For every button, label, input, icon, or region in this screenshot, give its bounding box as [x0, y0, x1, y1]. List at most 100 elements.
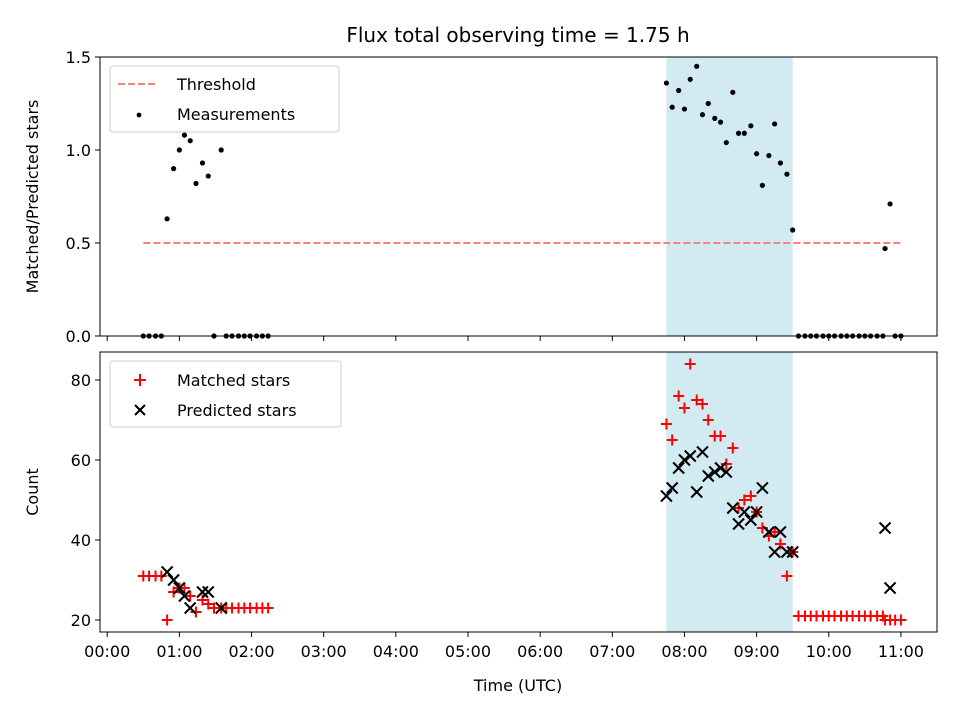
- predicted-star-point: [768, 545, 781, 559]
- y-tick-label: 60: [71, 451, 91, 470]
- legend-matched-label: Matched stars: [177, 371, 290, 390]
- measurement-point: [772, 121, 778, 127]
- y-ticks: 0.0 0.5 1.0 1.5: [66, 48, 100, 346]
- matched-star-point: [184, 590, 196, 602]
- chart-title: Flux total observing time = 1.75 h: [346, 23, 689, 47]
- x-tick-label: 09:00: [734, 642, 780, 661]
- predicted-star-point: [786, 545, 799, 559]
- y-axis-label: Count: [23, 468, 42, 516]
- measurement-point: [741, 130, 747, 136]
- predicted-star-point: [702, 469, 715, 483]
- matched-star-point: [715, 430, 727, 442]
- measurement-point: [199, 160, 206, 166]
- x-tick-label: 10:00: [806, 642, 852, 661]
- predicted-star-point: [215, 601, 228, 615]
- predicted-star-point: [196, 585, 209, 599]
- matched-star-point: [168, 586, 180, 598]
- measurement-point: [187, 138, 193, 144]
- measurement-point: [705, 100, 711, 107]
- highlight-band: [666, 352, 793, 632]
- measurement-point: [676, 87, 682, 94]
- x-ticks: 00:00 01:00 02:00 03:00 04:00 05:00 06:00 07:00…: [84, 632, 924, 661]
- measurement-point: [181, 132, 188, 138]
- matched-star-point: [702, 414, 714, 426]
- x-tick-label: 03:00: [301, 642, 347, 661]
- predicted-star-point: [744, 513, 758, 527]
- matched-star-point: [155, 570, 167, 582]
- legend: Threshold Measurements: [109, 65, 340, 133]
- measurement-point: [681, 106, 688, 112]
- x-ticks: [106, 336, 902, 341]
- matched-star-point: [895, 614, 907, 626]
- x-tick-label: 02:00: [228, 642, 274, 661]
- predicted-star-point: [762, 525, 776, 539]
- measurement-point: [717, 119, 724, 125]
- predicted-star-point: [732, 517, 745, 531]
- predicted-star-point: [774, 525, 787, 539]
- matched-star-point: [720, 458, 732, 470]
- measurement-point: [887, 201, 893, 207]
- measurement-point: [730, 89, 736, 95]
- predicted-star-point: [672, 461, 685, 475]
- y-tick-label: 1.0: [66, 141, 91, 160]
- predicted-star-point: [678, 453, 691, 467]
- measurement-point: [205, 173, 211, 179]
- predicted-star-point: [750, 505, 763, 519]
- predicted-star-point: [690, 485, 703, 499]
- y-axis-label: Matched/Predicted stars: [23, 100, 42, 294]
- matched-star-point: [733, 502, 745, 514]
- measurement-point: [759, 182, 765, 188]
- x-axis-label: Time (UTC): [473, 676, 562, 695]
- matched-star-point: [691, 394, 703, 406]
- predicted-star-point: [878, 521, 892, 535]
- matched-star-point: [774, 538, 786, 550]
- measurement-point: [882, 245, 888, 252]
- predicted-star-point: [726, 501, 740, 515]
- y-tick-label: 0.5: [66, 234, 91, 253]
- axes-frame: [99, 351, 938, 633]
- legend-measurement-swatch: [136, 112, 142, 118]
- marks: [140, 63, 904, 339]
- measurement-point: [170, 166, 177, 172]
- measurement-point: [712, 115, 718, 121]
- predicted-star-point: [178, 589, 191, 603]
- measurement-point: [663, 80, 670, 86]
- measurement-point: [754, 151, 760, 157]
- matched-star-point: [262, 602, 274, 614]
- predicted-star-point: [665, 481, 679, 495]
- y-tick-label: 40: [71, 531, 91, 550]
- x-tick-label: 00:00: [84, 642, 130, 661]
- matched-star-point: [161, 614, 173, 626]
- measurement-point: [687, 76, 693, 82]
- x-tick-label: 11:00: [878, 642, 924, 661]
- predicted-star-point: [883, 581, 897, 595]
- measurement-point: [784, 171, 790, 177]
- matched-star-point: [738, 494, 750, 506]
- measurement-point: [218, 147, 224, 153]
- x-tick-label: 07:00: [589, 642, 635, 661]
- predicted-star-point: [738, 505, 751, 519]
- ratio-panel: 0.0 0.5 1.0 1.5 Matched/Predicted stars Thr…: [23, 48, 938, 346]
- measurement-point: [723, 139, 729, 146]
- legend-predicted-label: Predicted stars: [177, 401, 297, 420]
- legend-measurement-label: Measurements: [177, 105, 295, 124]
- predicted-star-point: [756, 481, 769, 495]
- matched-star-point: [769, 526, 781, 538]
- predicted-star-point: [173, 581, 186, 595]
- matched-star-point: [684, 358, 696, 370]
- legend-predicted-swatch: [134, 404, 146, 416]
- matched-star-point: [745, 490, 757, 502]
- predicted-star-point: [708, 465, 721, 479]
- measurement-point: [164, 216, 170, 222]
- y-ticks: 20 40 60 80: [71, 371, 100, 630]
- measurement-point: [766, 152, 772, 159]
- matched-star-point: [666, 434, 678, 446]
- x-tick-label: 05:00: [445, 642, 491, 661]
- axes-frame: [99, 56, 938, 337]
- measurement-point: [748, 123, 754, 129]
- predicted-star-point: [660, 489, 673, 503]
- matched-star-point: [678, 402, 690, 414]
- measurement-point: [694, 63, 700, 69]
- predicted-star-point: [160, 565, 174, 579]
- matched-star-point: [727, 442, 739, 454]
